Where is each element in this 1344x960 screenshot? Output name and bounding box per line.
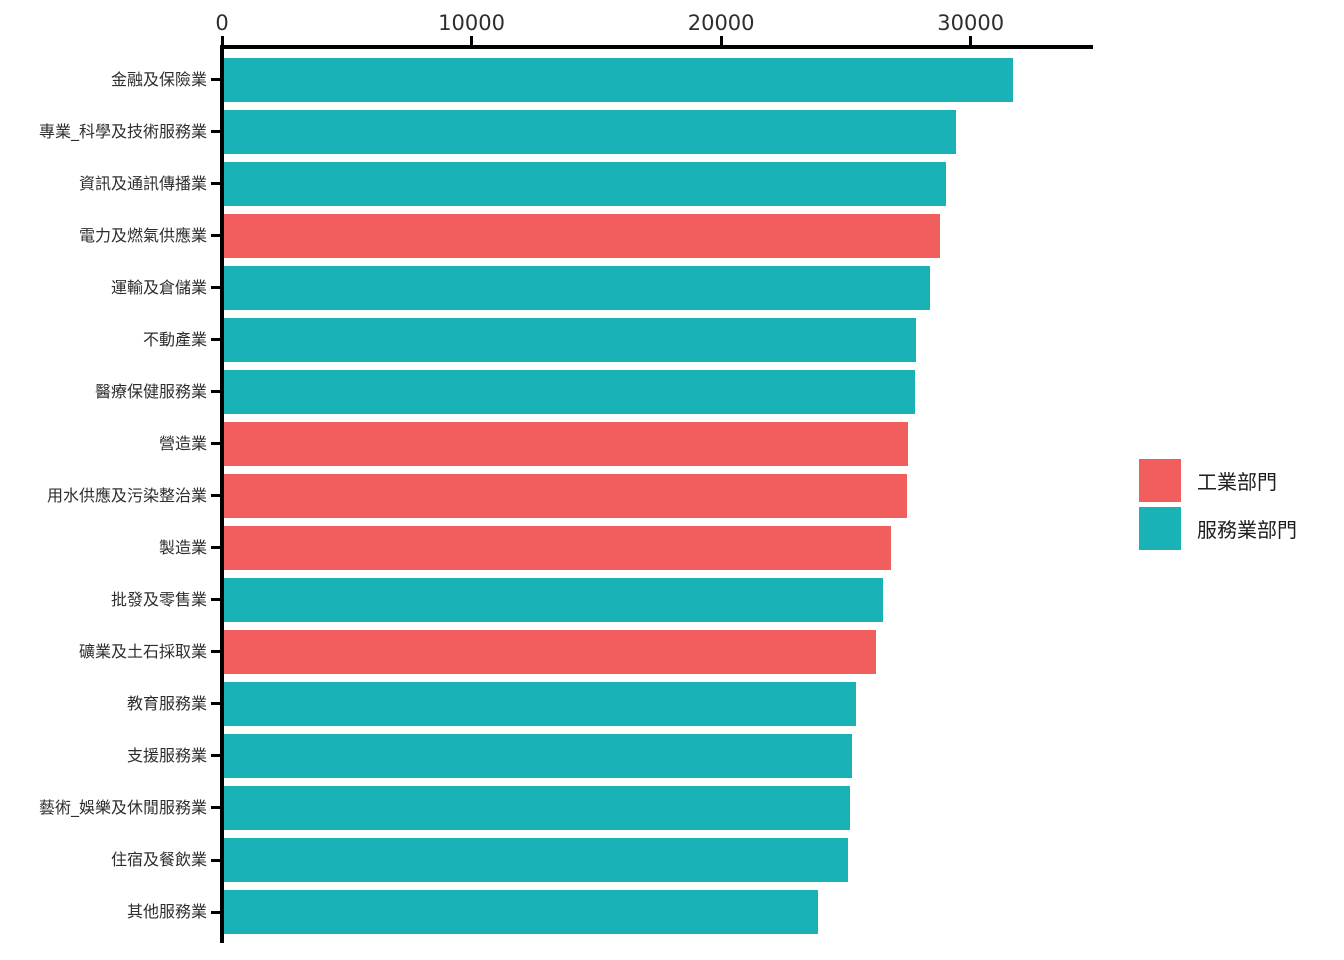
- x-tick-mark: [220, 36, 224, 46]
- legend: 工業部門 服務業部門: [1139, 459, 1297, 550]
- category-label: 礦業及土石採取業: [78, 641, 207, 661]
- category-label: 住宿及餐飲業: [110, 850, 207, 869]
- category-label: 藝術_娛樂及休閒服務業: [38, 797, 207, 817]
- category-label: 批發及零售業: [110, 589, 207, 609]
- y-tick-mark: [211, 494, 220, 498]
- legend-item-services: 服務業部門: [1139, 507, 1297, 550]
- y-tick-mark: [211, 442, 220, 446]
- category-label: 運輸及倉儲業: [110, 277, 207, 297]
- category-label: 營造業: [158, 433, 207, 453]
- bar-其他服務業: [222, 890, 819, 935]
- y-tick-mark: [211, 858, 220, 862]
- x-tick-label: 20000: [687, 11, 755, 35]
- y-axis-line: [220, 45, 224, 943]
- x-tick-mark: [719, 36, 723, 46]
- category-label: 用水供應及污染整治業: [46, 485, 207, 505]
- bar-專業_科學及技術服務業: [222, 109, 956, 154]
- y-tick-mark: [211, 182, 220, 186]
- bar-支援服務業: [222, 733, 853, 778]
- y-tick-mark: [211, 806, 220, 810]
- y-tick-mark: [211, 546, 220, 550]
- category-label: 支援服務業: [126, 745, 207, 765]
- bar-資訊及通訊傳播業: [222, 161, 946, 206]
- y-tick-mark: [211, 286, 220, 290]
- bar-用水供應及污染整治業: [222, 473, 908, 518]
- x-tick-mark: [470, 36, 474, 46]
- y-tick-mark: [211, 338, 220, 342]
- bar-營造業: [222, 421, 909, 466]
- x-tick-label: 10000: [438, 11, 505, 35]
- category-label: 資訊及通訊傳播業: [78, 173, 207, 193]
- industry-color-swatch: [1139, 459, 1181, 502]
- y-tick-mark: [211, 234, 220, 238]
- category-label: 教育服務業: [126, 693, 207, 713]
- bar-製造業: [222, 525, 891, 570]
- category-label: 製造業: [158, 537, 207, 557]
- category-label: 電力及燃氣供應業: [78, 225, 207, 245]
- y-tick-mark: [211, 754, 220, 758]
- y-tick-mark: [211, 130, 220, 134]
- x-tick-mark: [969, 36, 973, 46]
- x-axis-line: [220, 45, 1093, 49]
- x-tick-label: 30000: [937, 11, 1005, 35]
- y-tick-mark: [211, 390, 220, 394]
- bar-金融及保險業: [222, 57, 1014, 102]
- category-label: 其他服務業: [126, 902, 207, 922]
- y-tick-mark: [211, 702, 220, 706]
- bar-醫療保健服務業: [222, 369, 915, 414]
- legend-item-industry: 工業部門: [1139, 459, 1297, 502]
- bar-運輸及倉儲業: [222, 265, 930, 310]
- category-label: 金融及保險業: [110, 69, 207, 89]
- bar-藝術_娛樂及休閒服務業: [222, 785, 850, 830]
- y-tick-mark: [211, 78, 220, 82]
- bar-礦業及土石採取業: [222, 629, 876, 674]
- legend-label-services: 服務業部門: [1197, 518, 1297, 542]
- category-label: 醫療保健服務業: [94, 381, 207, 401]
- category-label: 不動產業: [142, 329, 207, 349]
- bar-批發及零售業: [222, 577, 883, 622]
- services-color-swatch: [1139, 507, 1181, 550]
- bar-住宿及餐飲業: [222, 838, 849, 882]
- bar-電力及燃氣供應業: [222, 213, 940, 258]
- legend-label-industry: 工業部門: [1197, 470, 1277, 494]
- x-tick-label: 0: [215, 11, 229, 35]
- bar-不動產業: [222, 317, 916, 362]
- bar-教育服務業: [222, 681, 856, 726]
- y-tick-mark: [211, 598, 220, 602]
- y-tick-mark: [211, 910, 220, 914]
- y-tick-mark: [211, 650, 220, 654]
- category-label: 專業_科學及技術服務業: [38, 121, 207, 141]
